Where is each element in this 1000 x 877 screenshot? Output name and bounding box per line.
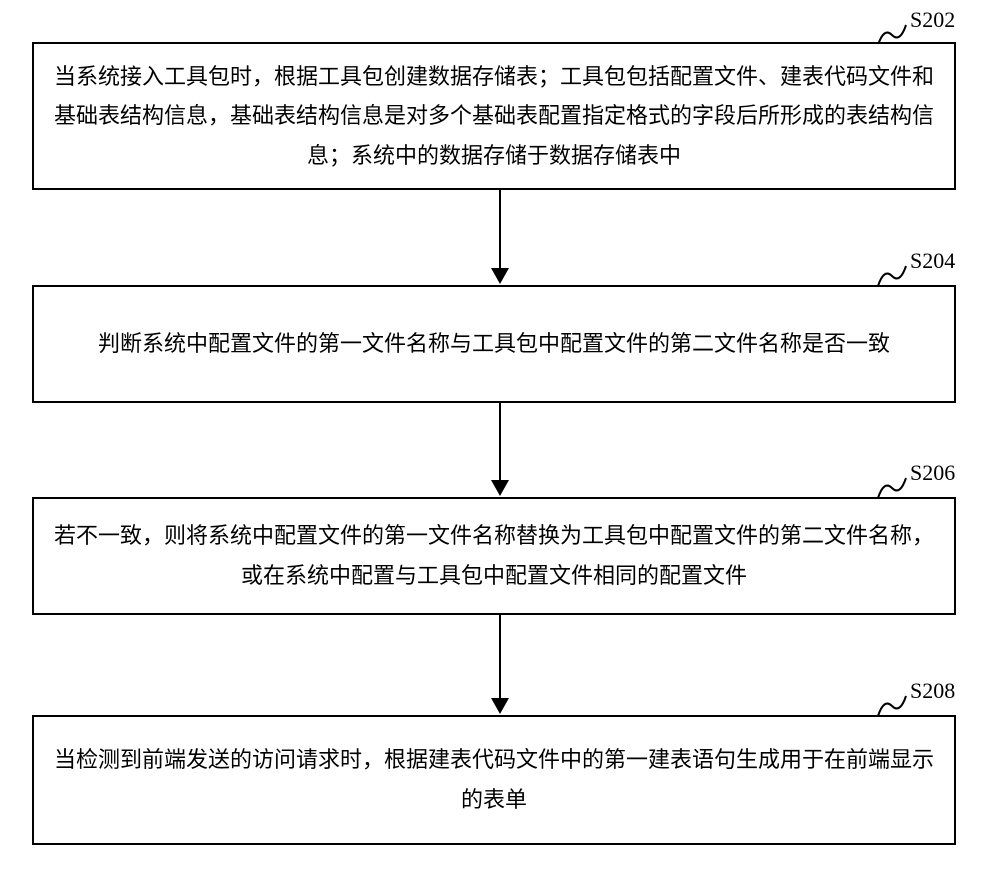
flowchart-container: S202 当系统接入工具包时，根据工具包创建数据存储表；工具包包括配置文件、建表… xyxy=(0,0,1000,877)
step-text-s204: 判断系统中配置文件的第一文件名称与工具包中配置文件的第二文件名称是否一致 xyxy=(98,324,890,364)
step-label-s208: S208 xyxy=(910,678,955,704)
step-box-s206: 若不一致，则将系统中配置文件的第一文件名称替换为工具包中配置文件的第二文件名称，… xyxy=(32,497,956,615)
step-box-s204: 判断系统中配置文件的第一文件名称与工具包中配置文件的第二文件名称是否一致 xyxy=(32,285,956,403)
step-text-s206: 若不一致，则将系统中配置文件的第一文件名称替换为工具包中配置文件的第二文件名称，… xyxy=(54,516,934,595)
step-text-s202: 当系统接入工具包时，根据工具包创建数据存储表；工具包包括配置文件、建表代码文件和… xyxy=(54,57,934,176)
arrow-2 xyxy=(491,403,509,496)
step-text-s208: 当检测到前端发送的访问请求时，根据建表代码文件中的第一建表语句生成用于在前端显示… xyxy=(54,740,934,819)
arrow-3 xyxy=(491,615,509,714)
step-box-s208: 当检测到前端发送的访问请求时，根据建表代码文件中的第一建表语句生成用于在前端显示… xyxy=(32,715,956,845)
step-label-s206: S206 xyxy=(910,460,955,486)
step-box-s202: 当系统接入工具包时，根据工具包创建数据存储表；工具包包括配置文件、建表代码文件和… xyxy=(32,42,956,190)
step-label-s202: S202 xyxy=(910,7,955,33)
step-label-s204: S204 xyxy=(910,248,955,274)
arrow-1 xyxy=(491,190,509,284)
